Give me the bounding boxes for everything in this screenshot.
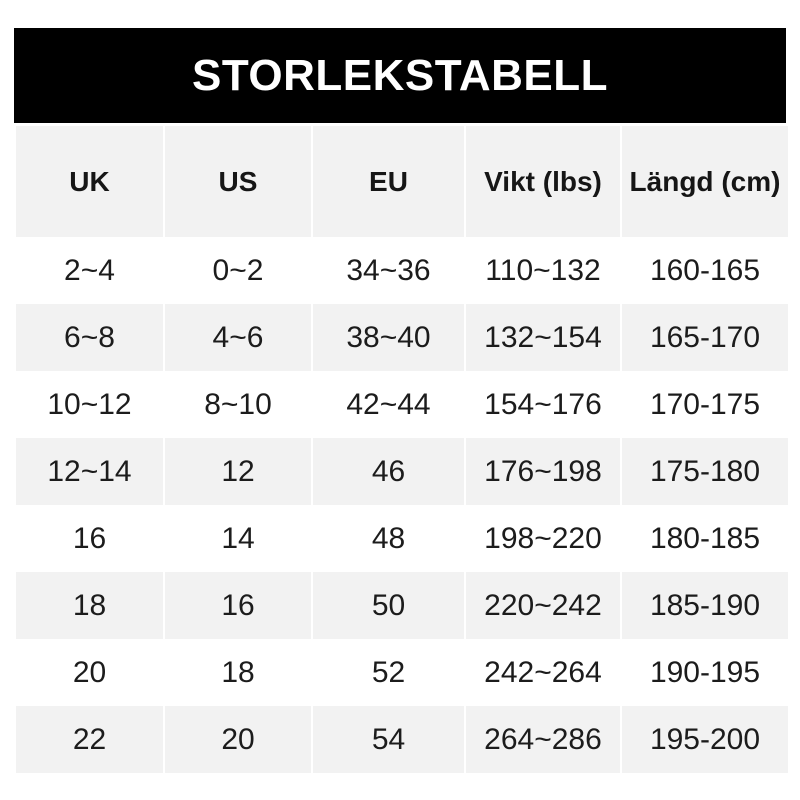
cell-height: 160-165 — [622, 237, 788, 304]
cell-uk: 18 — [16, 572, 163, 639]
cell-us: 18 — [165, 639, 311, 706]
cell-weight: 176~198 — [466, 438, 620, 505]
column-header-uk: UK — [16, 126, 163, 237]
cell-weight: 242~264 — [466, 639, 620, 706]
cell-uk: 2~4 — [16, 237, 163, 304]
cell-uk: 12~14 — [16, 438, 163, 505]
cell-height: 185-190 — [622, 572, 788, 639]
table-row: 16 14 48 198~220 180-185 — [16, 505, 788, 572]
cell-uk: 10~12 — [16, 371, 163, 438]
cell-eu: 54 — [313, 706, 464, 773]
table-row: 10~12 8~10 42~44 154~176 170-175 — [16, 371, 788, 438]
cell-eu: 52 — [313, 639, 464, 706]
cell-weight: 132~154 — [466, 304, 620, 371]
cell-uk: 22 — [16, 706, 163, 773]
cell-height: 190-195 — [622, 639, 788, 706]
cell-us: 12 — [165, 438, 311, 505]
cell-weight: 264~286 — [466, 706, 620, 773]
cell-eu: 38~40 — [313, 304, 464, 371]
column-header-weight: Vikt (lbs) — [466, 126, 620, 237]
cell-uk: 16 — [16, 505, 163, 572]
header-row: UK US EU Vikt (lbs) Längd (cm) — [16, 126, 788, 237]
cell-eu: 50 — [313, 572, 464, 639]
table-row: 2~4 0~2 34~36 110~132 160-165 — [16, 237, 788, 304]
size-table: UK US EU Vikt (lbs) Längd (cm) 2~4 0~2 3… — [14, 126, 790, 773]
cell-uk: 6~8 — [16, 304, 163, 371]
cell-weight: 110~132 — [466, 237, 620, 304]
table-row: 22 20 54 264~286 195-200 — [16, 706, 788, 773]
cell-weight: 154~176 — [466, 371, 620, 438]
cell-weight: 198~220 — [466, 505, 620, 572]
cell-eu: 48 — [313, 505, 464, 572]
cell-uk: 20 — [16, 639, 163, 706]
page-title: STORLEKSTABELL — [191, 50, 609, 100]
column-header-us: US — [165, 126, 311, 237]
title-banner: STORLEKSTABELL — [14, 28, 786, 123]
table-row: 18 16 50 220~242 185-190 — [16, 572, 788, 639]
table-row: 6~8 4~6 38~40 132~154 165-170 — [16, 304, 788, 371]
table-row: 20 18 52 242~264 190-195 — [16, 639, 788, 706]
table-row: 12~14 12 46 176~198 175-180 — [16, 438, 788, 505]
cell-us: 20 — [165, 706, 311, 773]
cell-us: 4~6 — [165, 304, 311, 371]
column-header-height: Längd (cm) — [622, 126, 788, 237]
cell-eu: 46 — [313, 438, 464, 505]
cell-height: 165-170 — [622, 304, 788, 371]
cell-us: 0~2 — [165, 237, 311, 304]
cell-us: 16 — [165, 572, 311, 639]
cell-height: 180-185 — [622, 505, 788, 572]
cell-height: 195-200 — [622, 706, 788, 773]
cell-eu: 42~44 — [313, 371, 464, 438]
cell-eu: 34~36 — [313, 237, 464, 304]
table-header: UK US EU Vikt (lbs) Längd (cm) — [16, 126, 788, 237]
column-header-eu: EU — [313, 126, 464, 237]
cell-height: 170-175 — [622, 371, 788, 438]
cell-height: 175-180 — [622, 438, 788, 505]
cell-weight: 220~242 — [466, 572, 620, 639]
cell-us: 8~10 — [165, 371, 311, 438]
table-body: 2~4 0~2 34~36 110~132 160-165 6~8 4~6 38… — [16, 237, 788, 773]
cell-us: 14 — [165, 505, 311, 572]
